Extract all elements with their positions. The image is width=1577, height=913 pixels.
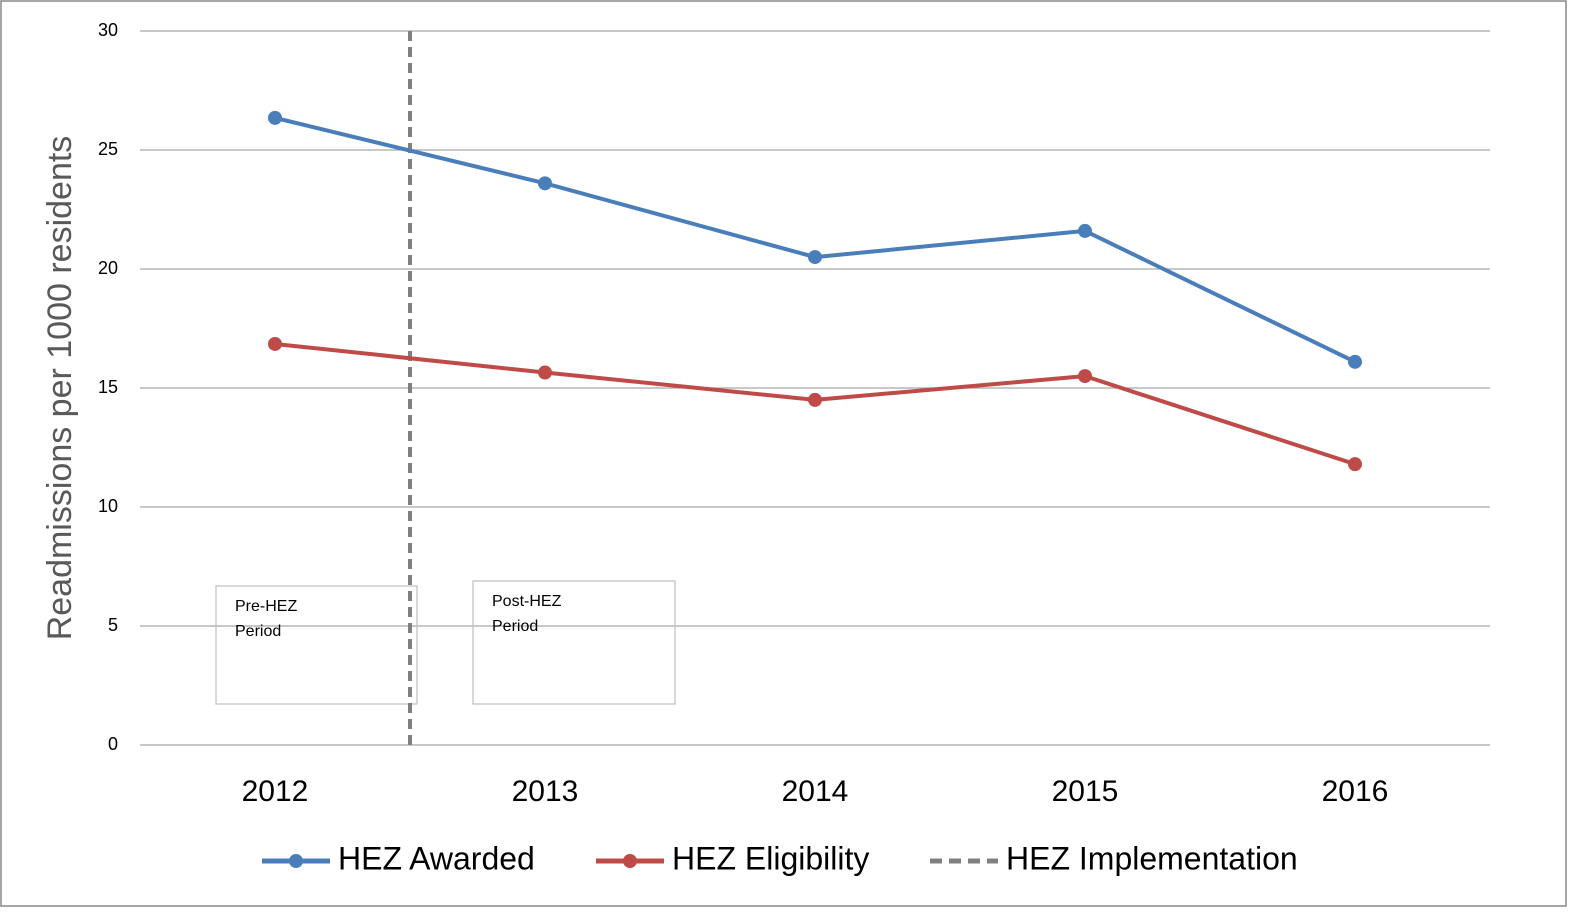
annotation-box (472, 580, 676, 705)
x-tick-label: 2016 (1322, 775, 1389, 808)
annotation-text: Period (235, 623, 281, 640)
y-tick-label: 10 (98, 496, 118, 516)
data-point (1078, 223, 1092, 238)
legend-marker (623, 854, 637, 868)
data-point (808, 250, 822, 265)
legend-label: HEZ Eligibility (672, 840, 869, 876)
data-point (1348, 457, 1362, 472)
data-point (1348, 354, 1362, 369)
legend-label: HEZ Implementation (1006, 840, 1298, 876)
y-tick-label: 30 (98, 20, 118, 40)
data-point (538, 365, 552, 380)
y-tick-label: 20 (98, 258, 118, 278)
legend-label: HEZ Awarded (338, 840, 535, 876)
data-point (538, 176, 552, 191)
data-point (268, 336, 282, 351)
y-tick-label: 25 (98, 139, 118, 159)
x-tick-label: 2015 (1052, 775, 1119, 808)
y-tick-label: 15 (98, 377, 118, 397)
annotation-text: Post-HEZ (492, 593, 562, 610)
annotation-box (215, 585, 418, 705)
legend-marker (289, 854, 303, 868)
annotation-text: Pre-HEZ (235, 598, 297, 615)
x-tick-label: 2013 (512, 775, 579, 808)
data-point (268, 110, 282, 125)
data-point (808, 392, 822, 407)
annotation-text: Period (492, 618, 538, 635)
y-axis-label: Readmissions per 1000 residents (41, 136, 79, 641)
y-tick-label: 5 (108, 615, 118, 635)
x-tick-label: 2014 (782, 775, 849, 808)
x-tick-label: 2012 (242, 775, 309, 808)
y-tick-label: 0 (108, 734, 118, 754)
data-point (1078, 369, 1092, 384)
